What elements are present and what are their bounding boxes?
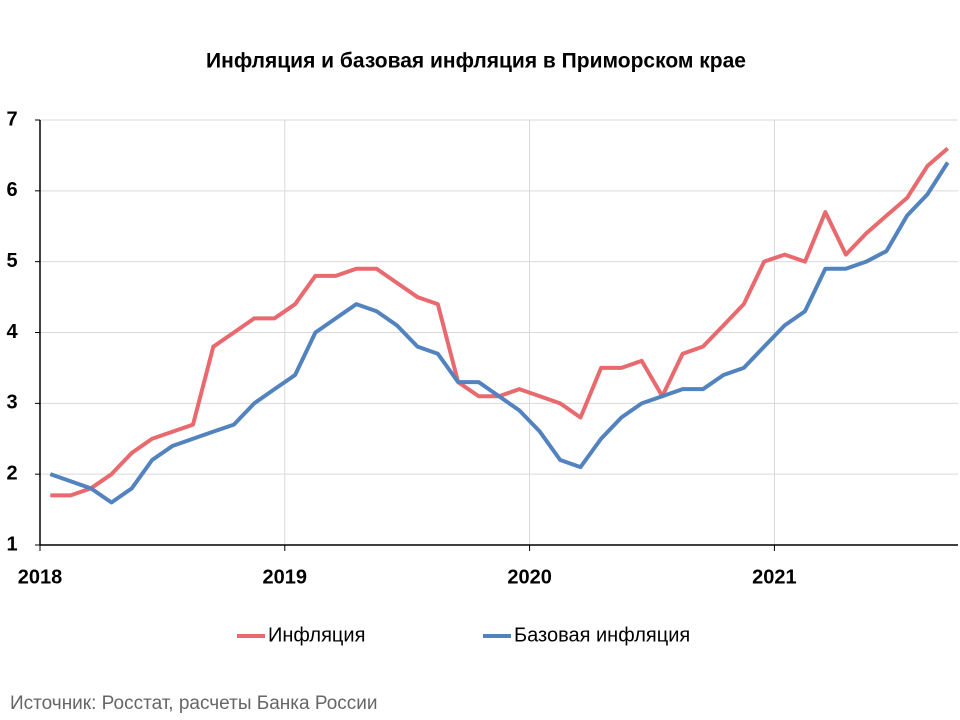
legend-label: Инфляция [268, 624, 365, 646]
x-tick-label: 2021 [752, 566, 797, 588]
legend-label: Базовая инфляция [514, 624, 690, 646]
x-tick-label: 2020 [507, 566, 552, 588]
x-tick-label: 2018 [18, 566, 63, 588]
y-tick-label: 2 [6, 462, 17, 484]
y-tick-label: 1 [6, 533, 17, 555]
y-tick-label: 4 [6, 321, 18, 343]
series-line [49, 161, 950, 505]
source-note: Источник: Росстат, расчеты Банка России [10, 693, 378, 714]
x-tick-label: 2019 [263, 566, 308, 588]
chart-title: Инфляция и базовая инфляция в Приморском… [206, 50, 746, 73]
y-tick-label: 5 [6, 250, 17, 272]
y-tick-label: 3 [6, 392, 17, 414]
y-tick-label: 6 [6, 179, 17, 201]
y-tick-label: 7 [6, 108, 17, 130]
